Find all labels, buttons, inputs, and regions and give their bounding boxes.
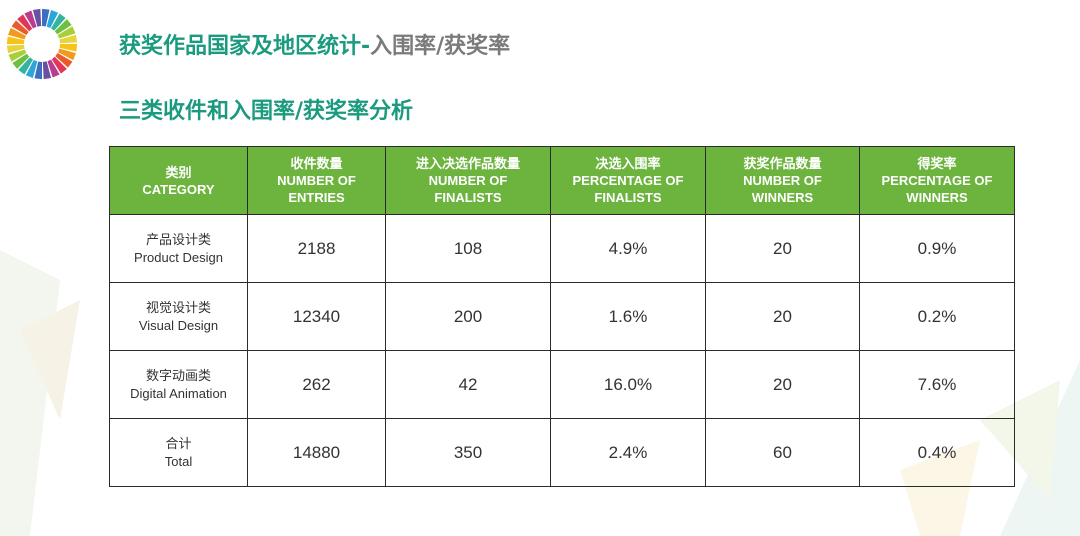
header-winners: 获奖作品数量 NUMBER OF WINNERS <box>705 146 860 215</box>
header-zh: 获奖作品数量 <box>743 156 822 171</box>
table-row: 视觉设计类 Visual Design 12340 200 1.6% 20 0.… <box>109 282 1015 351</box>
logo-ray <box>25 60 38 78</box>
statistics-table: 类别 CATEGORY 收件数量 NUMBER OF ENTRIES 进入决选作… <box>109 146 1015 487</box>
header-zh: 类别 <box>165 164 192 180</box>
category-zh: 视觉设计类 <box>145 299 211 315</box>
logo-ray <box>57 26 76 39</box>
header-en: FINALISTS <box>434 190 502 205</box>
logo-ray <box>42 61 52 80</box>
logo-ray <box>42 8 50 27</box>
page-title-suffix: 入围率/获奖率 <box>370 34 511 59</box>
sunburst-logo-icon <box>6 8 78 80</box>
cell-finalists: 42 <box>385 350 551 419</box>
logo-ray <box>6 36 25 44</box>
logo-ray <box>54 19 72 35</box>
logo-ray <box>59 34 78 44</box>
logo-ray <box>6 44 25 54</box>
logo-ray <box>24 10 37 29</box>
table-row: 产品设计类 Product Design 2188 108 4.9% 20 0.… <box>109 214 1015 283</box>
category-en: Visual Design <box>138 317 219 333</box>
cell-finalists: 108 <box>385 214 551 283</box>
page-title-main: 获奖作品国家及地区统计- <box>119 34 371 59</box>
logo-ray <box>12 53 30 69</box>
logo-ray <box>32 8 42 27</box>
cell-winners: 20 <box>705 214 860 283</box>
row-category: 数字动画类 Digital Animation <box>109 350 248 419</box>
cell-winners: 20 <box>705 350 860 419</box>
header-en: PERCENTAGE OF <box>572 173 684 188</box>
header-en: ENTRIES <box>288 190 345 205</box>
logo-ray <box>18 57 33 75</box>
header-zh: 进入决选作品数量 <box>415 156 520 171</box>
cell-winners: 20 <box>705 282 860 351</box>
cell-finalists: 350 <box>385 418 551 487</box>
header-category: 类别 CATEGORY <box>109 146 248 215</box>
logo-ray <box>17 14 33 32</box>
logo-ray <box>58 48 76 61</box>
cell-finalist-pct: 16.0% <box>550 350 706 419</box>
logo-ray <box>46 10 59 28</box>
cell-finalists: 200 <box>385 282 551 351</box>
header-en: CATEGORY <box>142 181 215 197</box>
header-winner-pct: 得奖率 PERCENTAGE OF WINNERS <box>859 146 1015 215</box>
logo-ray <box>8 49 27 62</box>
logo-ray <box>11 20 29 35</box>
header-zh: 决选入围率 <box>595 156 661 171</box>
cell-winner-pct: 0.9% <box>859 214 1015 283</box>
header-en: WINNERS <box>751 190 814 205</box>
header-en: NUMBER OF <box>428 173 508 188</box>
cell-winner-pct: 7.6% <box>859 350 1015 419</box>
header-en: WINNERS <box>906 190 968 205</box>
header-entries: 收件数量 NUMBER OF ENTRIES <box>247 146 386 215</box>
row-category: 产品设计类 Product Design <box>109 214 248 283</box>
logo-ray <box>59 44 78 52</box>
logo-ray <box>34 61 42 80</box>
cell-winner-pct: 0.2% <box>859 282 1015 351</box>
cell-finalist-pct: 1.6% <box>550 282 706 351</box>
logo-ray <box>51 56 67 74</box>
category-zh: 合计 <box>165 435 192 451</box>
header-zh: 收件数量 <box>290 156 343 171</box>
header-finalist-pct: 决选入围率 PERCENTAGE OF FINALISTS <box>550 146 706 215</box>
category-zh: 产品设计类 <box>145 231 211 247</box>
category-en: Total <box>164 453 193 469</box>
table-row: 数字动画类 Digital Animation 262 42 16.0% 20 … <box>109 350 1015 419</box>
cell-entries: 2188 <box>247 214 386 283</box>
category-zh: 数字动画类 <box>145 367 211 383</box>
cell-entries: 262 <box>247 350 386 419</box>
row-category: 合计 Total <box>109 418 248 487</box>
cell-finalist-pct: 2.4% <box>550 418 706 487</box>
header-en: PERCENTAGE OF <box>881 173 993 188</box>
header-zh: 得奖率 <box>917 156 957 171</box>
header-en: NUMBER OF <box>277 173 356 188</box>
section-subtitle: 三类收件和入围率/获奖率分析 <box>119 99 414 124</box>
page-title: 获奖作品国家及地区统计-入围率/获奖率 <box>119 28 510 60</box>
category-en: Digital Animation <box>130 385 227 401</box>
header-finalists: 进入决选作品数量 NUMBER OF FINALISTS <box>385 146 551 215</box>
table-row-total: 合计 Total 14880 350 2.4% 60 0.4% <box>109 418 1015 487</box>
category-en: Product Design <box>134 249 223 265</box>
header-en: NUMBER OF <box>743 173 822 188</box>
row-category: 视觉设计类 Visual Design <box>109 282 248 351</box>
cell-entries: 14880 <box>247 418 386 487</box>
logo-ray <box>47 59 60 78</box>
cell-winner-pct: 0.4% <box>859 418 1015 487</box>
cell-finalist-pct: 4.9% <box>550 214 706 283</box>
header-en: FINALISTS <box>594 190 662 205</box>
logo-ray <box>55 53 73 68</box>
cell-winners: 60 <box>705 418 860 487</box>
logo-ray <box>51 13 66 31</box>
table-header-row: 类别 CATEGORY 收件数量 NUMBER OF ENTRIES 进入决选作… <box>109 146 1015 215</box>
logo-ray <box>8 27 26 40</box>
cell-entries: 12340 <box>247 282 386 351</box>
